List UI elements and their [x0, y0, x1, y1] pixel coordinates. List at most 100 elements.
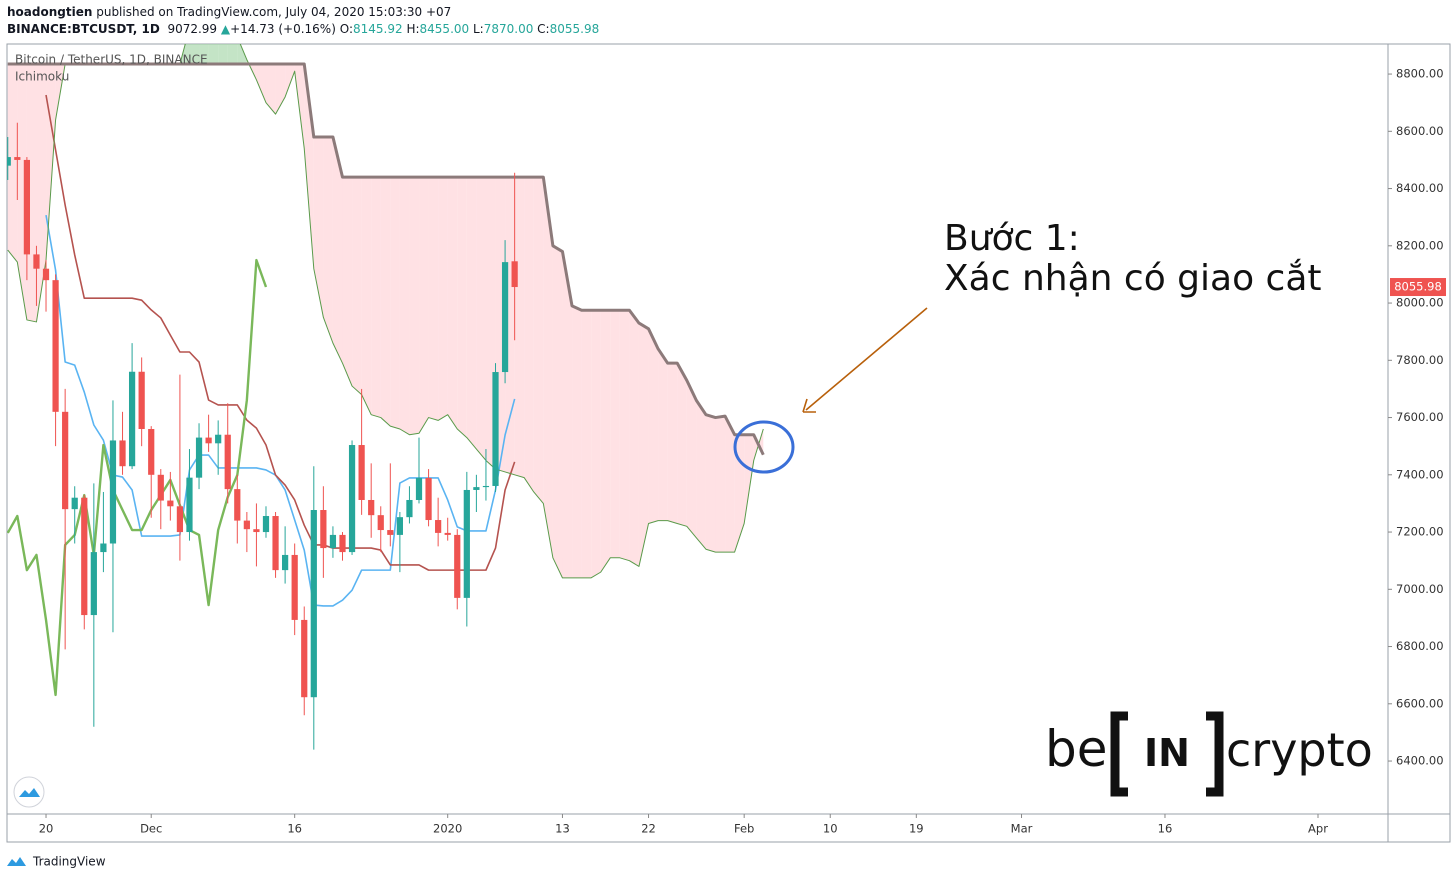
cloud-fill [7, 64, 18, 263]
cloud-fill [361, 177, 372, 415]
cloud-fill [524, 177, 534, 492]
cloud-fill [313, 137, 324, 318]
chart-frame [6, 43, 1451, 843]
c-value: 8055.98 [549, 22, 600, 36]
x-tick-label: 22 [641, 822, 656, 836]
indicator-line [7, 62, 765, 456]
y-tick-label: 7200.00 [1396, 525, 1444, 539]
candle-body [52, 280, 59, 412]
candle-body [444, 532, 451, 535]
cloud-fill [218, 44, 228, 65]
candle-body [425, 477, 432, 521]
cloud-fill [399, 177, 410, 435]
cloud-fill [696, 400, 706, 550]
candle-body [253, 529, 260, 533]
watermark-crypto: crypto [1226, 723, 1373, 777]
c-label: C: [537, 22, 550, 36]
cloud-fill [457, 177, 467, 438]
candle-body [62, 411, 69, 510]
footer-logo [7, 857, 26, 866]
cloud-fill [275, 64, 286, 115]
cloud-fill [505, 177, 515, 475]
y-tick-label: 7800.00 [1396, 353, 1444, 367]
candle-body [167, 500, 174, 507]
candle-body [81, 497, 88, 616]
cloud-fill [447, 177, 458, 429]
tv-logo-mark [19, 788, 40, 797]
watermark-in: IN [1144, 731, 1190, 775]
cloud-fill [744, 434, 754, 524]
y-tick-label: 7600.00 [1396, 410, 1444, 424]
candle-body [224, 434, 231, 490]
candle-body [358, 445, 365, 500]
x-tick-label: 20 [39, 822, 54, 836]
symbol: BINANCE:BTCUSDT, 1D [7, 22, 160, 36]
cloud-fill [572, 305, 582, 578]
cloud-fill [581, 310, 592, 578]
cloud-fill [552, 245, 563, 578]
cloud-fill [409, 177, 420, 435]
candle-body [463, 489, 470, 598]
y-tick-label: 8800.00 [1396, 67, 1444, 81]
candle-body [301, 619, 308, 698]
cloud-fill [629, 310, 639, 567]
candle-body [176, 506, 184, 533]
cloud-fill [686, 380, 697, 538]
x-tick-label: 10 [823, 822, 838, 836]
candle-body [291, 554, 298, 620]
candle-body [138, 371, 145, 429]
cloud-fill [648, 328, 659, 524]
candle-body [119, 440, 126, 467]
cloud-fill [419, 177, 429, 434]
candle-body [387, 530, 394, 535]
candle-body [368, 499, 375, 516]
cloud-fill [705, 414, 716, 553]
x-tick-label: Dec [140, 822, 162, 836]
y-tick-label: 8400.00 [1396, 181, 1444, 195]
highlight-circle [733, 420, 795, 474]
cloud-fill [438, 177, 448, 421]
cloud-fill [36, 64, 47, 322]
candle-body [377, 515, 384, 531]
cloud-fill [199, 44, 209, 65]
x-tick-label: Mar [1011, 822, 1033, 836]
tv-logo-badge[interactable] [13, 776, 45, 808]
o-value: 8145.92 [353, 22, 403, 36]
candle-body [205, 437, 212, 444]
x-tick-label: Feb [734, 822, 754, 836]
candle-body [71, 497, 78, 510]
cloud-fill [514, 177, 525, 478]
indicator-line [45, 215, 516, 607]
annotation-line-2: Xác nhận có giao cắt [944, 258, 1322, 299]
cloud-fill [533, 177, 544, 504]
price: 9072.99 [167, 22, 218, 36]
cloud-fill [208, 44, 219, 65]
candle-body [186, 477, 193, 533]
plot-area [7, 44, 765, 750]
y-tick-label: 8600.00 [1396, 124, 1444, 138]
header-line-2: BINANCE:BTCUSDT, 1D 9072.99 ▲+14.73 (+0.… [7, 21, 599, 38]
cloud-fill [715, 416, 726, 553]
candle-body [320, 510, 327, 549]
cloud-fill [323, 137, 333, 344]
candle-body [215, 434, 222, 444]
published: published on TradingView.com, July 04, 2… [96, 5, 452, 19]
h-label: H: [406, 22, 420, 36]
candle-body [262, 516, 270, 533]
cloud-fill [600, 310, 611, 573]
annotation-line-1: Bước 1: [944, 218, 1080, 259]
last-price-tag [1390, 278, 1446, 297]
cloud-fill [619, 310, 630, 561]
change-arrow: ▲ [220, 22, 231, 36]
cloud-fill [46, 64, 56, 261]
candle-body [234, 489, 241, 521]
candle-body [195, 437, 203, 478]
change: +14.73 (+0.16%) [230, 22, 336, 36]
cloud-fill [390, 177, 400, 429]
candle-body [329, 534, 337, 549]
cloud-fill [304, 64, 314, 269]
y-tick-label: 6400.00 [1396, 754, 1444, 768]
indicator-line [45, 94, 516, 571]
